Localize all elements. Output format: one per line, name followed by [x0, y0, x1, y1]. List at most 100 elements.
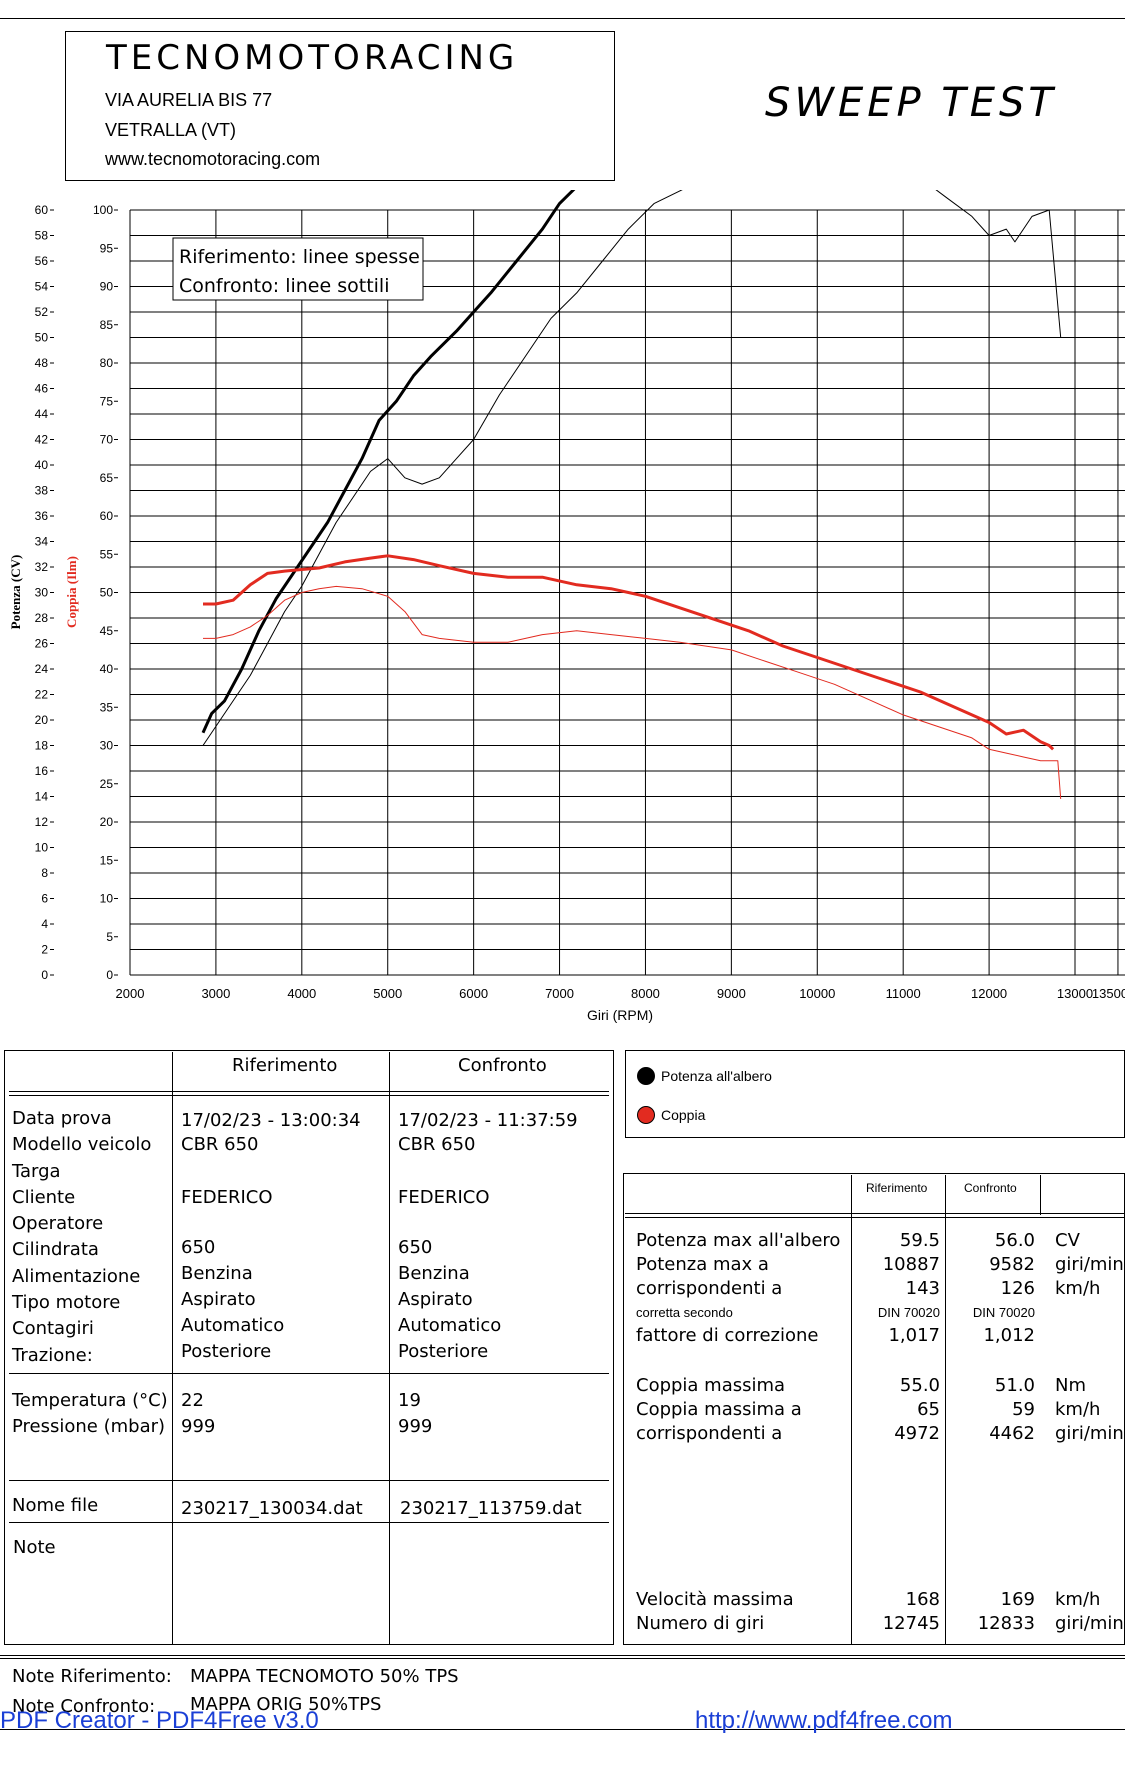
- info-rule-2: [9, 1480, 609, 1481]
- results-col-ref-header: Riferimento: [866, 1181, 928, 1195]
- x-tick-label: 13500: [1092, 986, 1125, 1001]
- company-name: TECNOMOTORACING: [106, 38, 519, 78]
- torque-tick-label: 85: [100, 318, 114, 332]
- ref-engine: Aspirato: [181, 1289, 256, 1310]
- torque-tick-label: 35: [100, 700, 114, 714]
- label-targa: Targa: [12, 1160, 61, 1182]
- power-axis-label: Potenza (CV): [8, 555, 23, 630]
- info-labels: Data prova Modello veicolo Targa Cliente…: [12, 1106, 151, 1369]
- info-col-ref-header: Riferimento: [232, 1055, 338, 1076]
- tspd-ref: 65: [917, 1399, 940, 1420]
- power-tick-label: 50: [35, 331, 49, 345]
- torque-tick-label: 5: [106, 930, 113, 944]
- pmax-ref: 59.5: [899, 1230, 940, 1251]
- torque-tick-label: 70: [100, 433, 114, 447]
- info-col-cmp-header: Confronto: [458, 1055, 547, 1076]
- top-rule: [0, 18, 1125, 19]
- torque-tick-label: 80: [100, 356, 114, 370]
- dyno-chart: 6058565452504846444240383634323028262422…: [8, 190, 1125, 1023]
- note-ref-value: MAPPA TECNOMOTO 50% TPS: [190, 1666, 459, 1687]
- torque-tick-label: 15: [100, 853, 114, 867]
- torque-tick-label: 65: [100, 471, 114, 485]
- power-tick-label: 6: [41, 892, 48, 906]
- power-tick-label: 8: [41, 866, 48, 880]
- watermark-url[interactable]: http://www.pdf4free.com: [695, 1707, 953, 1734]
- info-col-divider-1: [172, 1052, 173, 1644]
- x-tick-label: 3000: [201, 986, 230, 1001]
- company-website[interactable]: www.tecnomotoracing.com: [105, 149, 321, 169]
- series-line-1: [202, 190, 1062, 746]
- label-modello: Modello veicolo: [12, 1134, 152, 1156]
- rmax-ref: 12745: [882, 1613, 940, 1634]
- x-tick-label: 10000: [799, 986, 835, 1001]
- results-header-rule-2: [625, 1217, 1125, 1218]
- note-cmp-value: MAPPA ORIG 50%TPS: [190, 1694, 382, 1715]
- chart-legend-line2: Confronto: linee sottili: [179, 275, 389, 297]
- torque-tick-label: 55: [100, 547, 114, 561]
- torque-tick-label: 45: [100, 624, 114, 638]
- torque-tick-label: 0: [106, 968, 113, 982]
- power-legend-label: Potenza all'albero: [661, 1068, 772, 1084]
- tspd-label: Coppia massima a: [636, 1399, 802, 1420]
- prpm-unit: giri/min: [1055, 1254, 1124, 1275]
- power-tick-label: 24: [35, 662, 49, 676]
- results-col-cmp-header: Confronto: [964, 1181, 1017, 1195]
- power-tick-label: 28: [35, 611, 49, 625]
- notes-top-rule: [0, 1655, 1125, 1656]
- tspd-cmp: 59: [1012, 1399, 1035, 1420]
- power-tick-label: 16: [35, 764, 49, 778]
- power-tick-label: 52: [35, 305, 49, 319]
- cmp-file: 230217_113759.dat: [400, 1498, 582, 1519]
- rmax-cmp: 12833: [977, 1613, 1035, 1634]
- torque-tick-label: 25: [100, 777, 114, 791]
- power-tick-label: 32: [35, 560, 49, 574]
- tmax-cmp: 51.0: [994, 1375, 1035, 1396]
- x-tick-label: 9000: [717, 986, 746, 1001]
- fact-ref: 1,017: [888, 1325, 940, 1346]
- vmax-ref: 168: [905, 1589, 940, 1610]
- cmp-tach: Automatico: [398, 1315, 502, 1336]
- info-rule-1: [9, 1373, 609, 1374]
- power-tick-label: 40: [35, 458, 49, 472]
- x-axis-label: Giri (RPM): [587, 1007, 653, 1023]
- power-tick-label: 14: [35, 790, 49, 804]
- cmp-engine: Aspirato: [398, 1289, 473, 1310]
- x-tick-label: 4000: [287, 986, 316, 1001]
- cmp-temp: 19: [398, 1390, 421, 1411]
- torque-tick-label: 75: [100, 394, 114, 408]
- pmax-label: Potenza max all'albero: [636, 1230, 841, 1251]
- trpm-cmp: 4462: [989, 1423, 1035, 1444]
- torque-tick-label: 90: [100, 280, 114, 294]
- chart-grid: [129, 209, 1125, 976]
- ref-model: CBR 650: [181, 1134, 259, 1155]
- info-header-rule-2: [9, 1095, 609, 1096]
- power-tick-label: 58: [35, 229, 49, 243]
- power-tick-label: 38: [35, 484, 49, 498]
- results-col-divider-3: [1040, 1175, 1041, 1215]
- cmp-fuel: Benzina: [398, 1263, 470, 1284]
- label-trazione: Trazione:: [12, 1344, 93, 1366]
- vmax-cmp: 169: [1000, 1589, 1035, 1610]
- torque-tick-label: 95: [100, 241, 114, 255]
- x-tick-label: 13000: [1057, 986, 1093, 1001]
- rmax-unit: giri/min: [1055, 1613, 1124, 1634]
- company-header-box: [65, 31, 615, 181]
- pspd-unit: km/h: [1055, 1278, 1101, 1299]
- corr-label: corretta secondo: [636, 1305, 733, 1320]
- tspd-unit: km/h: [1055, 1399, 1101, 1420]
- chart-ticks: 6058565452504846444240383634323028262422…: [35, 203, 1125, 1001]
- label-alimentazione: Alimentazione: [12, 1265, 141, 1287]
- power-tick-label: 42: [35, 433, 49, 447]
- label-contagiri: Contagiri: [12, 1318, 94, 1340]
- power-tick-label: 30: [35, 586, 49, 600]
- x-tick-label: 5000: [373, 986, 402, 1001]
- notes-bottom-rule: [0, 1729, 1125, 1730]
- torque-tick-label: 50: [100, 586, 114, 600]
- note-cmp-label: Note Confronto:: [12, 1696, 156, 1717]
- series-line-3: [203, 585, 1062, 800]
- pspd-cmp: 126: [1000, 1278, 1035, 1299]
- power-tick-label: 0: [41, 968, 48, 982]
- fact-label: fattore di correzione: [636, 1325, 819, 1346]
- power-tick-label: 26: [35, 637, 49, 651]
- label-operatore: Operatore: [12, 1213, 104, 1235]
